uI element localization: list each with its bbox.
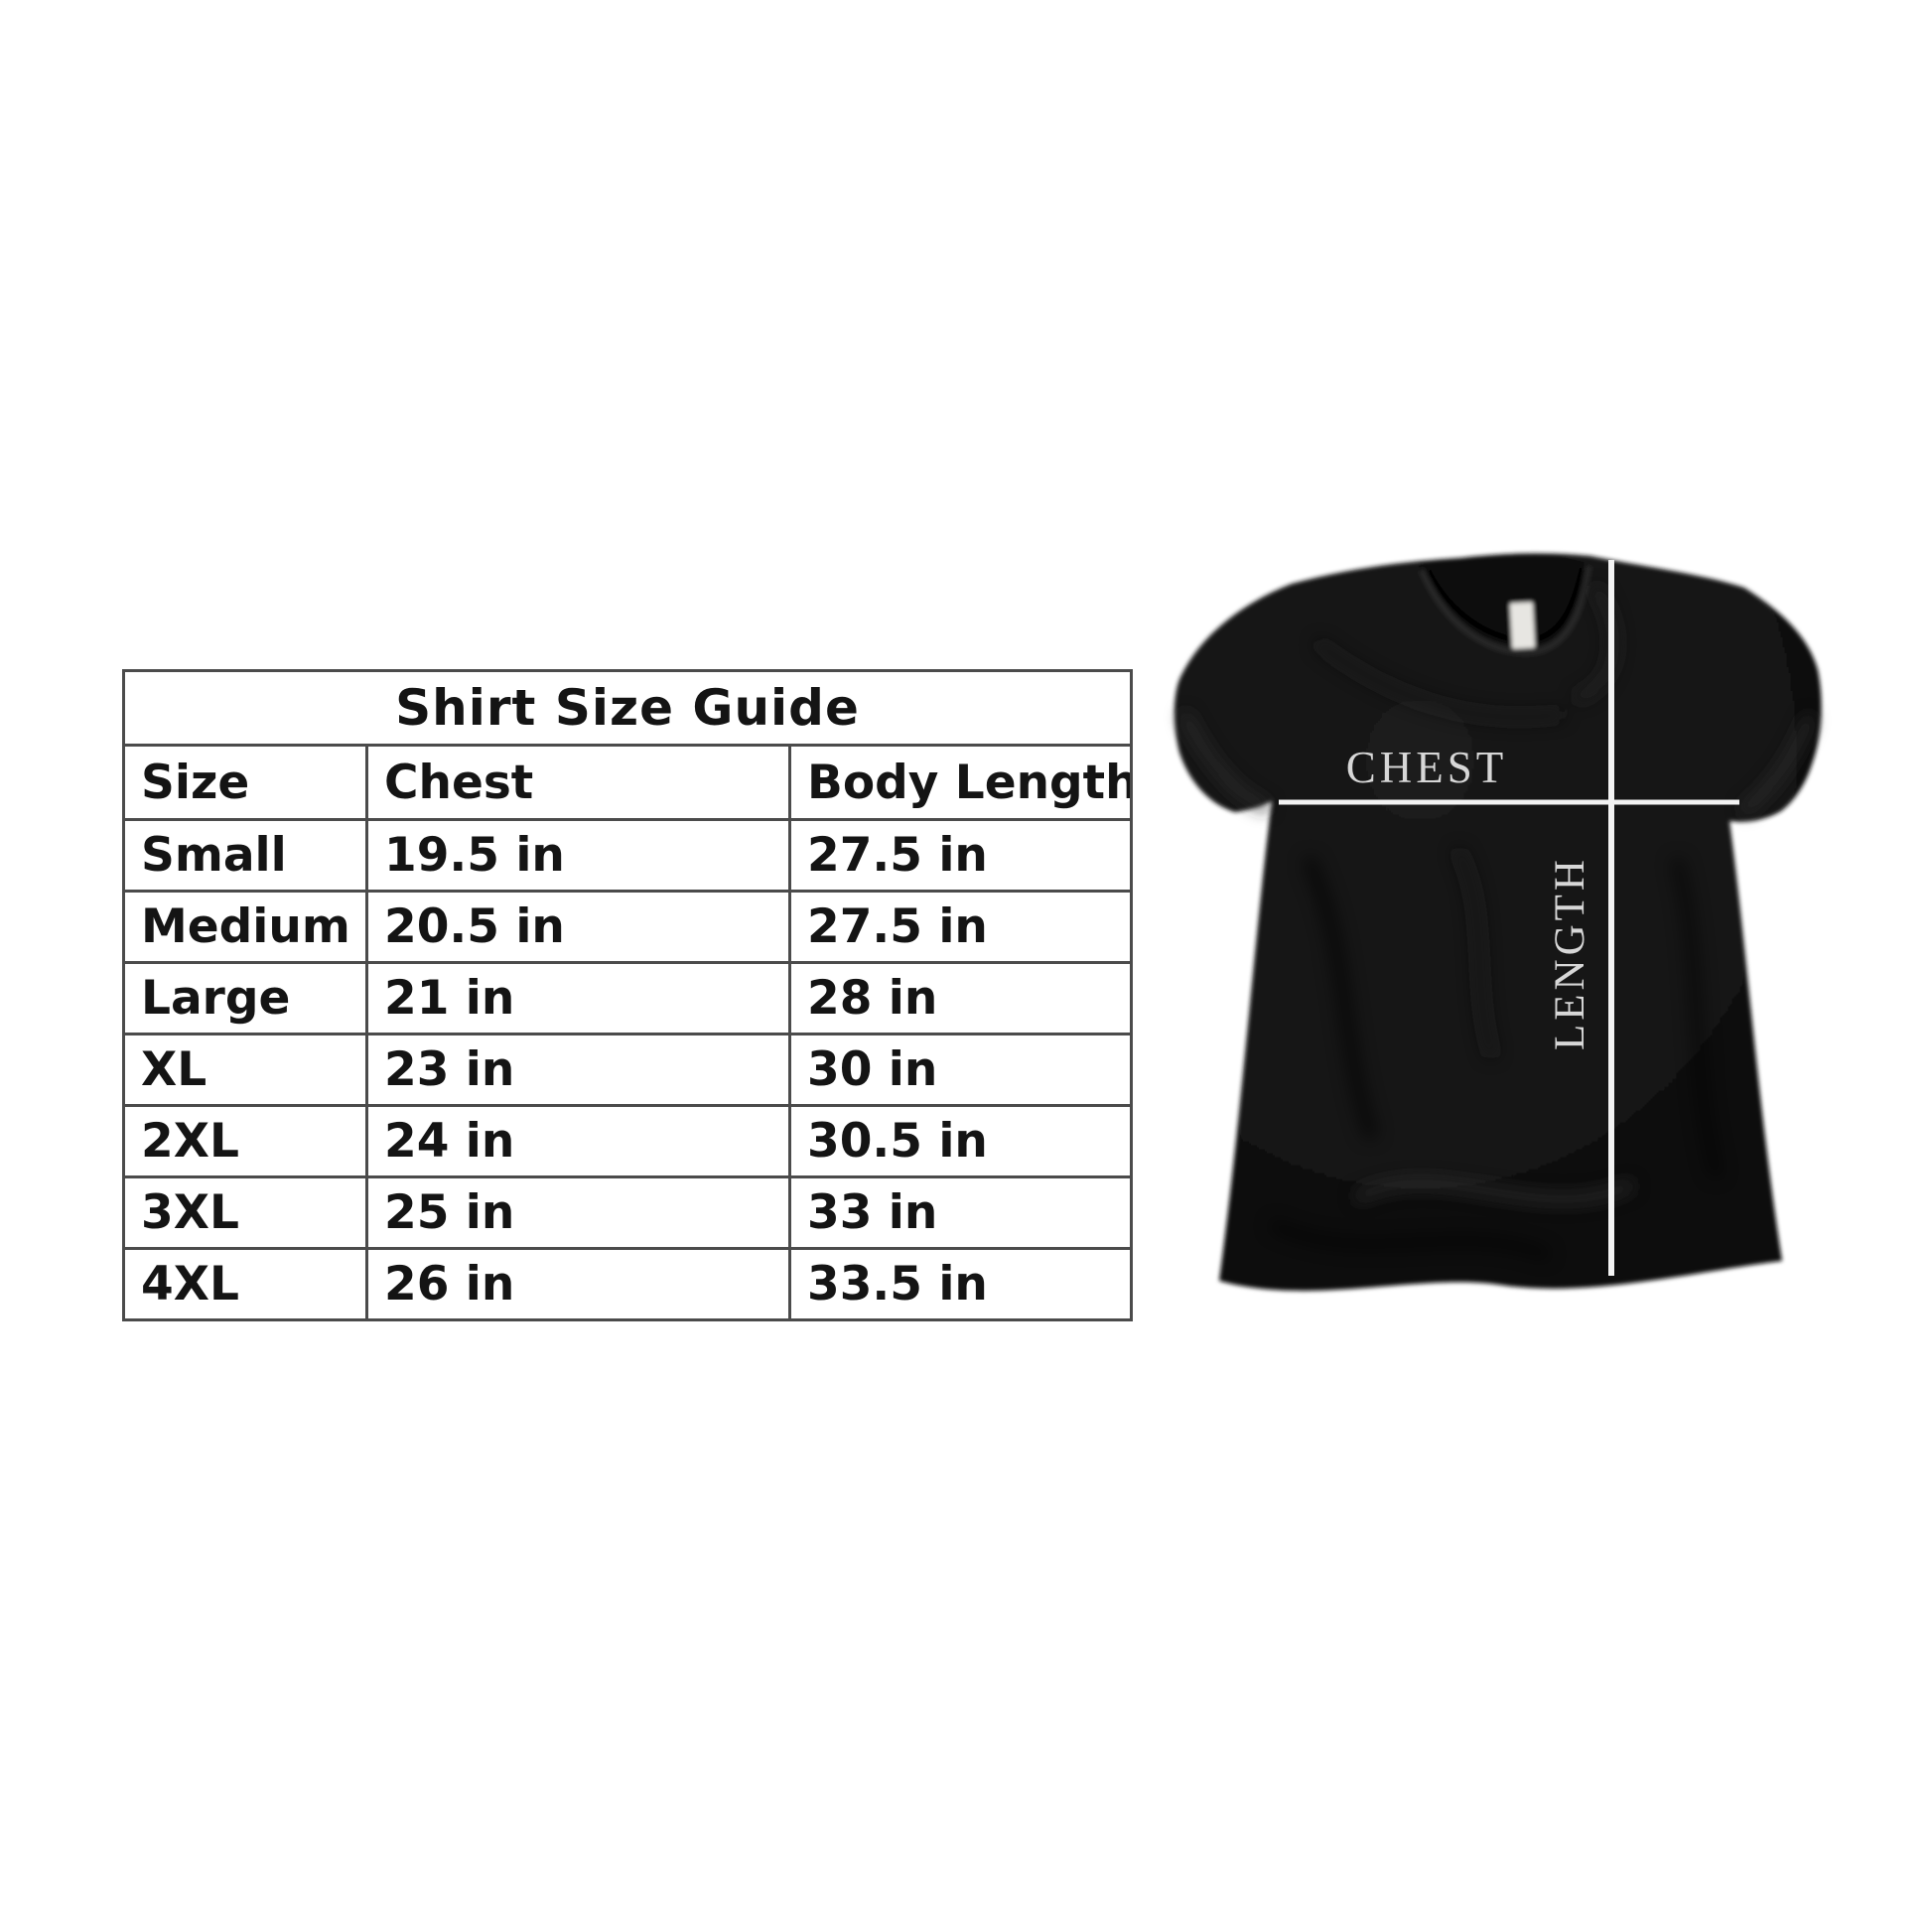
table-row: XL 23 in 30 in	[122, 1033, 1134, 1107]
table-row: 2XL 24 in 30.5 in	[122, 1104, 1134, 1178]
size-guide-table: Shirt Size Guide Size Chest Body Length …	[121, 669, 1134, 1321]
table-row: Medium 20.5 in 27.5 in	[122, 890, 1134, 964]
table-row: 4XL 26 in 33.5 in	[122, 1247, 1134, 1321]
column-header-size: Size	[122, 744, 368, 821]
table-row: Small 19.5 in 27.5 in	[122, 818, 1134, 893]
column-header-body-length: Body Length	[787, 744, 1134, 821]
fabric-sheen	[1173, 553, 1822, 1292]
cell-body-length: 33.5 in	[787, 1247, 1134, 1321]
cell-body-length: 28 in	[787, 961, 1134, 1035]
shirt-diagram: CHEST LENGTH	[1162, 526, 1837, 1301]
collar-band	[1418, 565, 1592, 656]
cell-body-length: 27.5 in	[787, 818, 1134, 893]
cell-size: 3XL	[122, 1175, 368, 1250]
cell-size: Small	[122, 818, 368, 893]
table-title: Shirt Size Guide	[121, 669, 1134, 747]
cell-chest: 19.5 in	[365, 818, 791, 893]
cell-body-length: 27.5 in	[787, 890, 1134, 964]
cell-size: Large	[122, 961, 368, 1035]
cell-chest: 20.5 in	[365, 890, 791, 964]
cell-chest: 24 in	[365, 1104, 791, 1178]
cell-size: Medium	[122, 890, 368, 964]
cell-size: 4XL	[122, 1247, 368, 1321]
cell-body-length: 30.5 in	[787, 1104, 1134, 1178]
column-header-chest: Chest	[365, 744, 791, 821]
table-row: Large 21 in 28 in	[122, 961, 1134, 1035]
length-label: LENGTH	[1547, 856, 1593, 1050]
cell-body-length: 30 in	[787, 1033, 1134, 1107]
table-header-row: Size Chest Body Length	[122, 744, 1134, 821]
chest-label: CHEST	[1346, 743, 1508, 792]
cell-chest: 26 in	[365, 1247, 791, 1321]
table-row: 3XL 25 in 33 in	[122, 1175, 1134, 1250]
cell-chest: 25 in	[365, 1175, 791, 1250]
tshirt-photo: CHEST LENGTH	[1173, 553, 1822, 1292]
cell-size: XL	[122, 1033, 368, 1107]
cell-size: 2XL	[122, 1104, 368, 1178]
neck-opening	[1418, 555, 1588, 647]
fabric-wrinkles	[1180, 585, 1814, 1260]
table-title-row: Shirt Size Guide	[121, 669, 1134, 747]
cell-chest: 21 in	[365, 961, 791, 1035]
cell-body-length: 33 in	[787, 1175, 1134, 1250]
collar-tag	[1509, 602, 1536, 649]
cell-chest: 23 in	[365, 1033, 791, 1107]
